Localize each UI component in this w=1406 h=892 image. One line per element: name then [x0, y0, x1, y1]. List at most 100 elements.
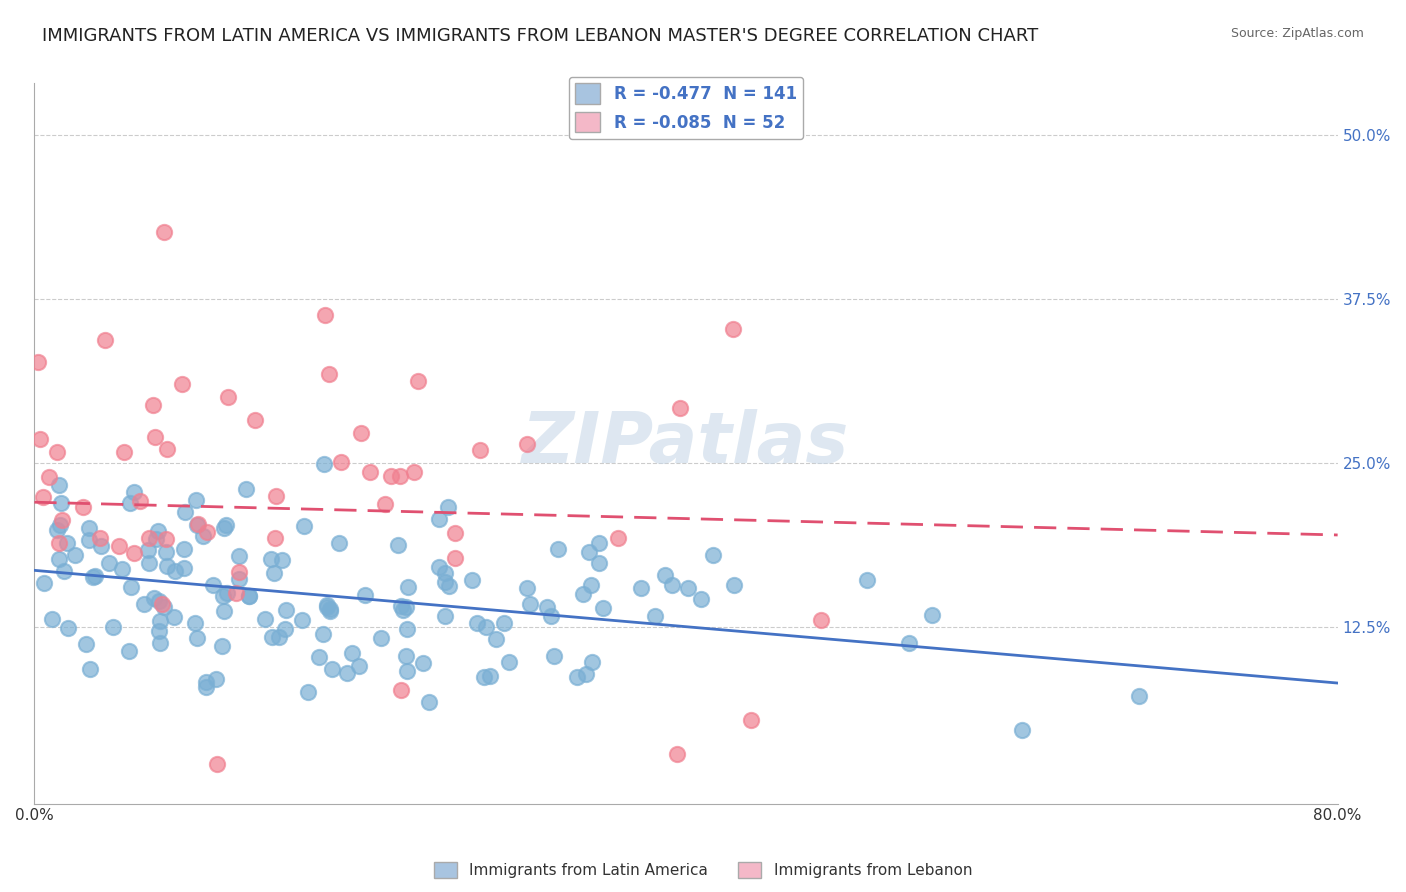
- Point: [238, 589, 260, 603]
- Point: [260, 630, 283, 644]
- Point: [142, 591, 165, 605]
- Point: [592, 600, 614, 615]
- Point: [228, 565, 250, 579]
- Point: [374, 497, 396, 511]
- Point: [235, 482, 257, 496]
- Point: [519, 597, 541, 611]
- Point: [174, 505, 197, 519]
- Point: [666, 747, 689, 761]
- Point: [32, 576, 55, 591]
- Point: [391, 602, 413, 616]
- Point: [98, 557, 121, 571]
- Point: [148, 624, 170, 638]
- Point: [312, 627, 335, 641]
- Point: [152, 600, 174, 615]
- Point: [581, 578, 603, 592]
- Point: [195, 524, 218, 539]
- Point: [187, 516, 209, 531]
- Point: [668, 401, 690, 416]
- Point: [387, 538, 409, 552]
- Point: [516, 581, 538, 595]
- Point: [48, 477, 70, 491]
- Point: [336, 666, 359, 681]
- Point: [148, 593, 170, 607]
- Point: [155, 545, 177, 559]
- Point: [644, 609, 666, 624]
- Point: [547, 541, 569, 556]
- Point: [58, 621, 80, 635]
- Point: [274, 602, 297, 616]
- Point: [359, 465, 381, 479]
- Point: [404, 465, 426, 479]
- Point: [391, 599, 413, 613]
- Point: [53, 564, 76, 578]
- Point: [101, 619, 124, 633]
- Point: [211, 639, 233, 653]
- Point: [122, 485, 145, 500]
- Point: [77, 521, 100, 535]
- Point: [661, 578, 683, 592]
- Point: [578, 545, 600, 559]
- Point: [498, 655, 520, 669]
- Point: [412, 656, 434, 670]
- Point: [163, 610, 186, 624]
- Point: [82, 569, 104, 583]
- Point: [83, 569, 105, 583]
- Point: [389, 682, 412, 697]
- Point: [855, 573, 877, 587]
- Point: [396, 580, 419, 594]
- Point: [354, 588, 377, 602]
- Point: [433, 566, 456, 581]
- Point: [225, 586, 247, 600]
- Point: [120, 496, 142, 510]
- Point: [396, 622, 419, 636]
- Point: [319, 602, 342, 616]
- Point: [195, 674, 218, 689]
- Point: [319, 604, 342, 618]
- Point: [41, 612, 63, 626]
- Point: [129, 494, 152, 508]
- Point: [90, 540, 112, 554]
- Point: [79, 661, 101, 675]
- Point: [468, 442, 491, 457]
- Point: [186, 631, 208, 645]
- Point: [434, 608, 457, 623]
- Point: [94, 333, 117, 347]
- Legend: Immigrants from Latin America, Immigrants from Lebanon: Immigrants from Latin America, Immigrant…: [427, 856, 979, 884]
- Point: [297, 685, 319, 699]
- Point: [429, 511, 451, 525]
- Point: [443, 525, 465, 540]
- Point: [260, 552, 283, 566]
- Point: [676, 581, 699, 595]
- Point: [723, 577, 745, 591]
- Point: [184, 616, 207, 631]
- Text: ZIPatlas: ZIPatlas: [522, 409, 849, 478]
- Point: [49, 496, 72, 510]
- Point: [266, 489, 288, 503]
- Point: [138, 556, 160, 570]
- Point: [380, 469, 402, 483]
- Point: [214, 518, 236, 533]
- Point: [271, 552, 294, 566]
- Point: [156, 442, 179, 457]
- Point: [46, 523, 69, 537]
- Point: [146, 524, 169, 539]
- Point: [212, 604, 235, 618]
- Point: [723, 322, 745, 336]
- Point: [318, 368, 340, 382]
- Point: [122, 546, 145, 560]
- Point: [1128, 689, 1150, 703]
- Point: [132, 597, 155, 611]
- Point: [149, 614, 172, 628]
- Point: [195, 680, 218, 694]
- Point: [269, 631, 291, 645]
- Point: [75, 637, 97, 651]
- Point: [27, 355, 49, 369]
- Point: [72, 500, 94, 515]
- Point: [418, 695, 440, 709]
- Point: [163, 564, 186, 578]
- Text: Source: ZipAtlas.com: Source: ZipAtlas.com: [1230, 27, 1364, 40]
- Point: [588, 556, 610, 570]
- Point: [30, 432, 52, 446]
- Point: [263, 531, 285, 545]
